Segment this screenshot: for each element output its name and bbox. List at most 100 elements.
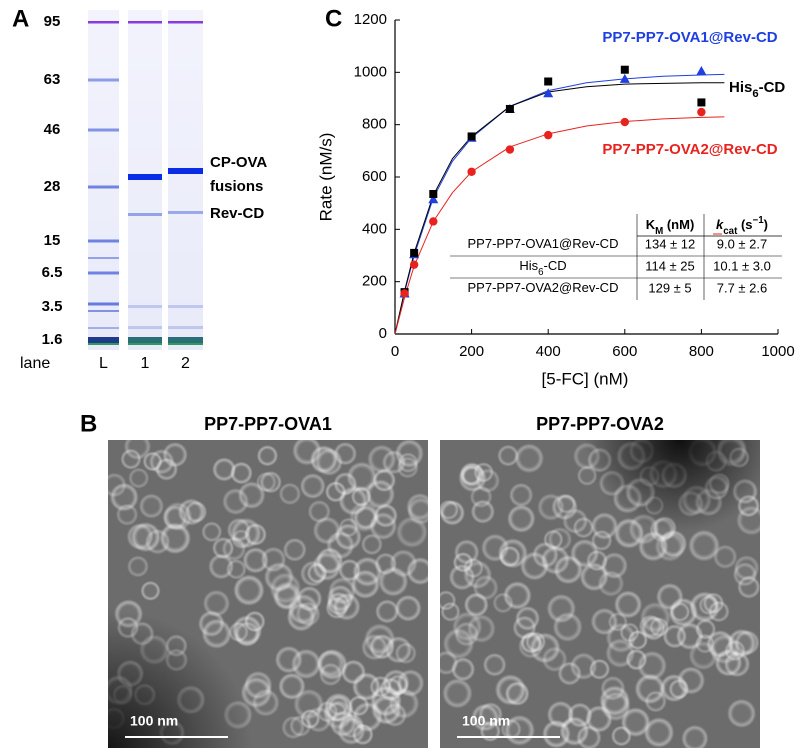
x-tick-label: 200 — [459, 343, 484, 360]
text-piece: (s — [737, 217, 752, 232]
table-cell: 10.1 ± 3.0 — [713, 258, 771, 273]
data-point — [467, 167, 476, 176]
micrograph-shade — [108, 440, 428, 748]
micrograph-shade — [440, 440, 760, 748]
lane-title: lane — [20, 355, 50, 372]
text-piece: 6 — [752, 88, 758, 100]
gel-band — [128, 326, 162, 329]
series-label: PP7-PP7-OVA2@Rev-CD — [602, 141, 777, 158]
panel-letter: C — [325, 5, 342, 32]
data-point — [429, 190, 438, 199]
gel-band — [128, 174, 162, 180]
lane-label: 2 — [181, 355, 190, 372]
y-tick-label: 400 — [362, 220, 387, 237]
ladder-label: 95 — [44, 13, 61, 30]
ladder-label: 63 — [44, 71, 61, 88]
gel-band — [128, 337, 162, 344]
text-piece: 6 — [538, 267, 543, 278]
band-label: Rev-CD — [210, 205, 264, 222]
data-point — [467, 132, 476, 141]
ladder-label: 28 — [44, 178, 61, 195]
gel-band — [88, 302, 119, 306]
panel-letter: B — [80, 410, 97, 437]
scale-bar-label: 100 nm — [462, 713, 510, 729]
x-tick-label: 800 — [689, 343, 714, 360]
lane-label: L — [99, 355, 108, 372]
gel-band — [88, 327, 119, 329]
gel-band — [168, 211, 203, 214]
ladder-label: 3.5 — [42, 298, 63, 315]
data-point — [543, 88, 554, 98]
data-point — [620, 117, 629, 127]
ladder-label: 6.5 — [42, 264, 63, 281]
table-row-name: PP7-PP7-OVA1@Rev-CD — [468, 236, 619, 251]
text-piece: (nM) — [663, 217, 694, 232]
data-point — [696, 66, 707, 76]
panel-letter: A — [12, 5, 29, 32]
text-piece: PP7-PP7-OVA1@Rev-CD — [468, 236, 619, 251]
text-piece: -CD — [759, 79, 786, 96]
ladder-label: 15 — [44, 232, 61, 249]
y-axis-title: Rate (nM/s) — [316, 133, 335, 222]
micrograph — [102, 432, 435, 748]
y-tick-label: 1000 — [354, 63, 387, 80]
x-tick-label: 0 — [391, 343, 399, 360]
data-point — [620, 65, 629, 74]
gel-band — [88, 271, 119, 275]
text-piece: His — [729, 79, 752, 96]
gel-band — [88, 128, 119, 132]
gel-band — [128, 343, 162, 345]
ladder-label: 46 — [44, 121, 61, 138]
series-label: His6-CD — [729, 79, 785, 100]
data-point — [429, 217, 438, 226]
data-point — [505, 145, 515, 154]
gel-band — [88, 257, 119, 259]
fit-curve — [394, 82, 725, 335]
gel-lane — [88, 10, 119, 350]
data-point — [544, 130, 553, 140]
data-point — [697, 107, 706, 117]
data-point — [697, 98, 706, 107]
text-piece: -CD — [544, 258, 567, 273]
gel-band — [88, 310, 119, 312]
table-header: KM (nM) — [646, 217, 695, 237]
gel-band — [168, 337, 203, 344]
gel-band — [128, 305, 162, 308]
image-title: PP7-PP7-OVA1 — [204, 414, 332, 434]
table-cell: 114 ± 25 — [645, 258, 695, 273]
gel-band — [88, 21, 119, 24]
image-title: PP7-PP7-OVA2 — [536, 414, 664, 434]
table-cell: 129 ± 5 — [648, 280, 691, 295]
gel-band — [88, 185, 119, 189]
band-label: CP-OVA — [210, 154, 267, 171]
gel-band — [128, 213, 162, 216]
data-point — [505, 104, 514, 113]
band-label: fusions — [210, 178, 263, 195]
table-row-name: PP7-PP7-OVA2@Rev-CD — [468, 280, 619, 295]
table-row-name: His6-CD — [519, 258, 566, 278]
table-cell: 7.7 ± 2.6 — [717, 280, 768, 295]
x-tick-label: 600 — [612, 343, 637, 360]
y-tick-label: 1200 — [354, 11, 387, 28]
table-cell: 134 ± 12 — [645, 236, 696, 251]
text-piece: K — [646, 217, 656, 232]
text-piece: PP7-PP7-OVA2@Rev-CD — [468, 280, 619, 295]
y-tick-label: 800 — [362, 116, 387, 133]
gel-band — [168, 343, 203, 345]
data-point — [410, 248, 419, 257]
y-tick-label: 0 — [379, 325, 387, 342]
gel-band — [88, 337, 119, 344]
y-tick-label: 200 — [362, 273, 387, 290]
data-point — [544, 77, 553, 86]
series-label: PP7-PP7-OVA1@Rev-CD — [602, 29, 777, 46]
gel-band — [88, 343, 119, 345]
gel-band — [88, 78, 119, 82]
y-tick-label: 600 — [362, 168, 387, 185]
x-tick-label: 400 — [536, 343, 561, 360]
x-tick-label: 1000 — [761, 343, 794, 360]
text-piece: ) — [764, 217, 768, 232]
gel-band — [168, 326, 203, 329]
scale-bar-label: 100 nm — [130, 713, 178, 729]
data-point — [619, 73, 630, 83]
